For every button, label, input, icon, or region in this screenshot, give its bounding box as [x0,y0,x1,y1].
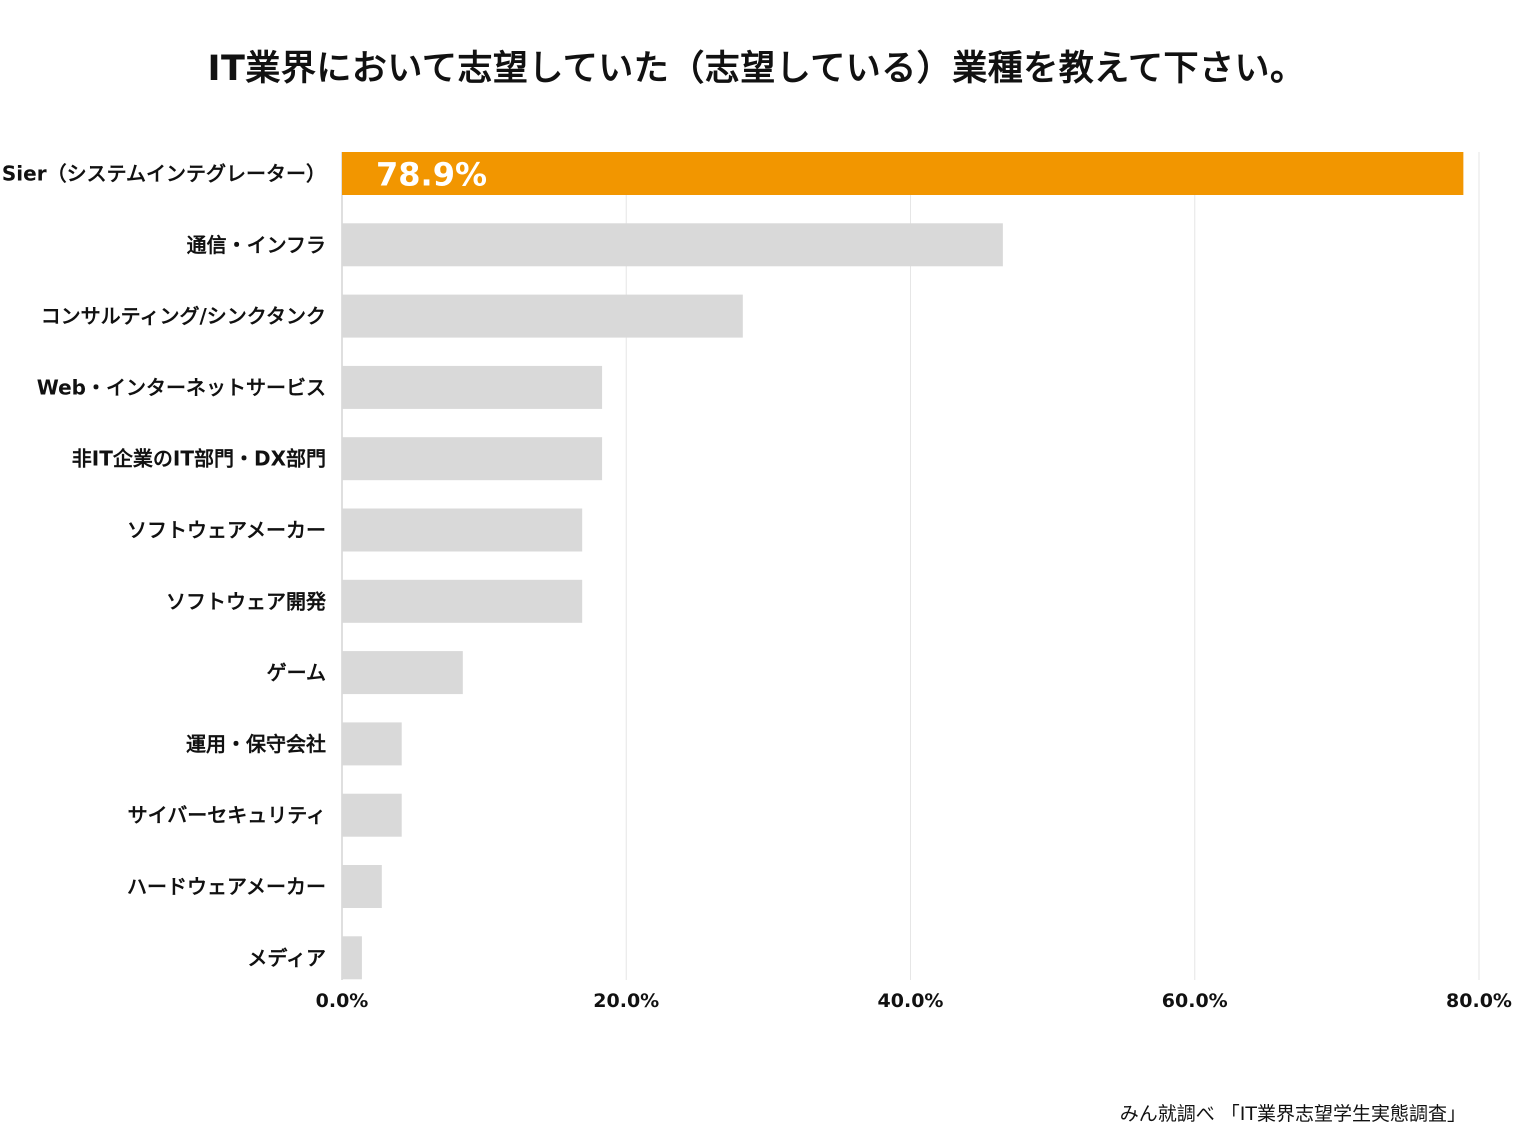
bar [342,152,1464,195]
chart-title: IT業界において志望していた（志望している）業種を教えて下さい。 [207,49,1306,89]
category-label: ソフトウェアメーカー [127,518,326,542]
category-label: サイバーセキュリティ [128,803,326,827]
bar [342,579,583,623]
bar [342,793,402,837]
category-label: 通信・インフラ [187,233,326,257]
data-labels: 78.9% [376,156,487,194]
bar [342,223,1003,267]
category-label: 運用・保守会社 [186,732,326,756]
category-label: メディア [247,946,326,970]
category-label: Sier（システムインテグレーター） [2,162,326,186]
category-label: ハードウェアメーカー [127,875,326,899]
x-tick-labels: 0.0% 20.0% 40.0% 60.0% 80.0% [316,990,1512,1012]
category-label: 非IT企業のIT部門・DX部門 [72,447,326,471]
x-tick-label: 40.0% [878,990,944,1012]
bar [342,437,603,481]
gridlines [341,152,1480,980]
bar-chart: Sier（システムインテグレーター） 通信・インフラコンサルティング/シンクタンク… [2,152,1512,1012]
bar [342,651,463,695]
bar [342,722,402,766]
category-label: ソフトウェア開発 [166,589,327,613]
bar [342,365,603,409]
category-label: Web・インターネットサービス [37,375,326,399]
category-label: コンサルティング/シンクタンク [41,304,326,328]
category-label: ゲーム [267,661,326,685]
x-tick-label: 0.0% [316,990,369,1012]
bar [342,508,583,552]
data-label: 78.9% [376,156,487,194]
bars [342,152,1464,980]
category-labels: Sier（システムインテグレーター） 通信・インフラコンサルティング/シンクタンク… [2,162,327,970]
x-tick-label: 20.0% [593,990,659,1012]
x-tick-label: 60.0% [1162,990,1228,1012]
bar [342,865,382,908]
bar [342,936,362,980]
x-tick-label: 80.0% [1446,990,1512,1012]
bar [342,294,743,338]
source-note: みん就調べ 「IT業界志望学生実態調査」 [1119,1103,1466,1125]
